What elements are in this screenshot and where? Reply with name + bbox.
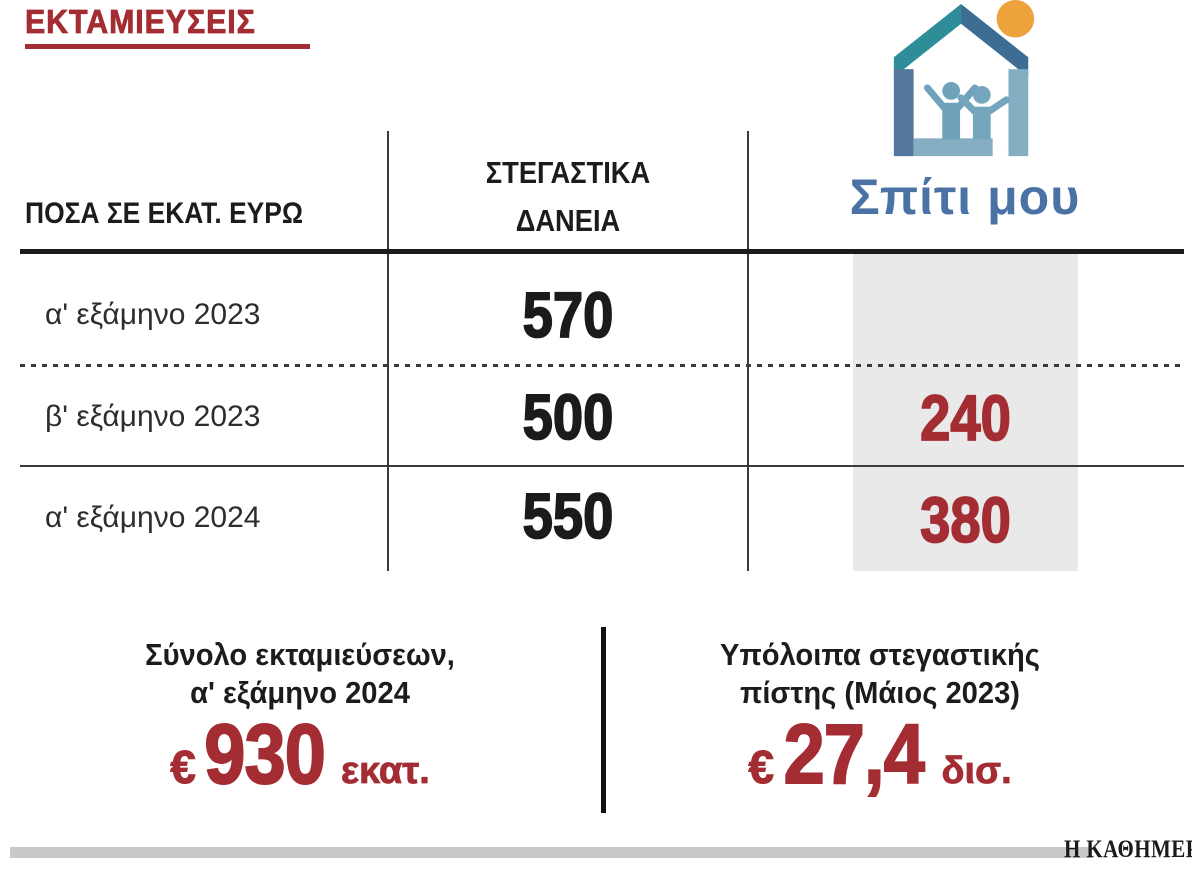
stat-right-label: Υπόλοιπα στεγαστικής πίστης (Μάιος 2023) xyxy=(692,636,1068,712)
figure-2 xyxy=(957,85,1010,140)
stat-left-label-line1: Σύνολο εκταμιεύσεων, xyxy=(145,637,455,672)
euro-sign: € xyxy=(748,741,775,794)
spiti-mou-value-h1-2024: 380 xyxy=(919,483,1011,557)
stat-right-label-line1: Υπόλοιπα στεγαστικής xyxy=(720,637,1040,672)
column-divider-1 xyxy=(387,131,389,571)
roof-right xyxy=(961,3,1029,78)
row-divider-dotted xyxy=(20,364,1184,367)
wall-right xyxy=(1008,69,1029,157)
euro-sign: € xyxy=(170,741,197,794)
column-divider-2 xyxy=(747,131,749,571)
spiti-mou-logo-text: Σπίτι μου xyxy=(849,169,1081,225)
stat-left-label: Σύνολο εκταμιεύσεων, α' εξάμηνο 2024 xyxy=(112,636,488,712)
column-header-line2: ΔΑΝΕΙΑ xyxy=(515,203,621,238)
roof-left xyxy=(893,3,962,78)
stat-right-number: 27,4 xyxy=(783,706,926,802)
floor xyxy=(913,138,993,157)
stats-divider xyxy=(601,627,606,813)
mortgage-value-h2-2023: 500 xyxy=(522,380,614,454)
stat-right-unit: δισ. xyxy=(941,750,1012,793)
wall-left xyxy=(893,69,914,157)
spiti-mou-column-highlight xyxy=(853,253,1078,571)
stat-left-label-line2: α' εξάμηνο 2024 xyxy=(190,675,410,710)
spiti-mou-house-icon xyxy=(893,0,1035,157)
column-header-amounts: ΠΟΣΑ ΣΕ ΕΚΑΤ. ΕΥΡΩ xyxy=(25,197,304,230)
column-header-line1: ΣΤΕΓΑΣΤΙΚΑ xyxy=(485,155,651,190)
footer-bar xyxy=(10,847,1092,858)
row-label-h2-2023: β' εξάμηνο 2023 xyxy=(45,400,261,433)
column-header-mortgage-loans: ΣΤΕΓΑΣΤΙΚΑ ΔΑΝΕΙΑ xyxy=(410,149,727,245)
table-header-rule xyxy=(20,249,1184,254)
stat-left-number: 930 xyxy=(203,706,326,802)
mortgage-value-h1-2024: 550 xyxy=(522,479,614,553)
row-label-h1-2023: α' εξάμηνο 2023 xyxy=(45,298,261,331)
kathimerini-logo: Η ΚΑΘΗΜΕΡΙΝΗ xyxy=(1064,836,1192,863)
page-title: ΕΚΤΑΜΙΕΥΣΕΙΣ xyxy=(25,3,256,41)
mortgage-value-h1-2023: 570 xyxy=(522,278,614,352)
row-divider-solid xyxy=(20,465,1184,467)
sun-icon xyxy=(996,0,1035,38)
figure-1 xyxy=(923,82,979,140)
title-underline xyxy=(25,44,310,49)
stat-left-value: € 930 εκατ. xyxy=(90,706,510,806)
stat-left-unit: εκατ. xyxy=(340,750,431,793)
spiti-mou-value-h2-2023: 240 xyxy=(919,381,1011,455)
spiti-mou-value-h1-2023 xyxy=(870,270,1061,360)
stat-right-label-line2: πίστης (Μάιος 2023) xyxy=(740,675,1020,710)
stat-right-value: € 27,4 δισ. xyxy=(670,706,1090,806)
row-label-h1-2024: α' εξάμηνο 2024 xyxy=(45,501,261,534)
